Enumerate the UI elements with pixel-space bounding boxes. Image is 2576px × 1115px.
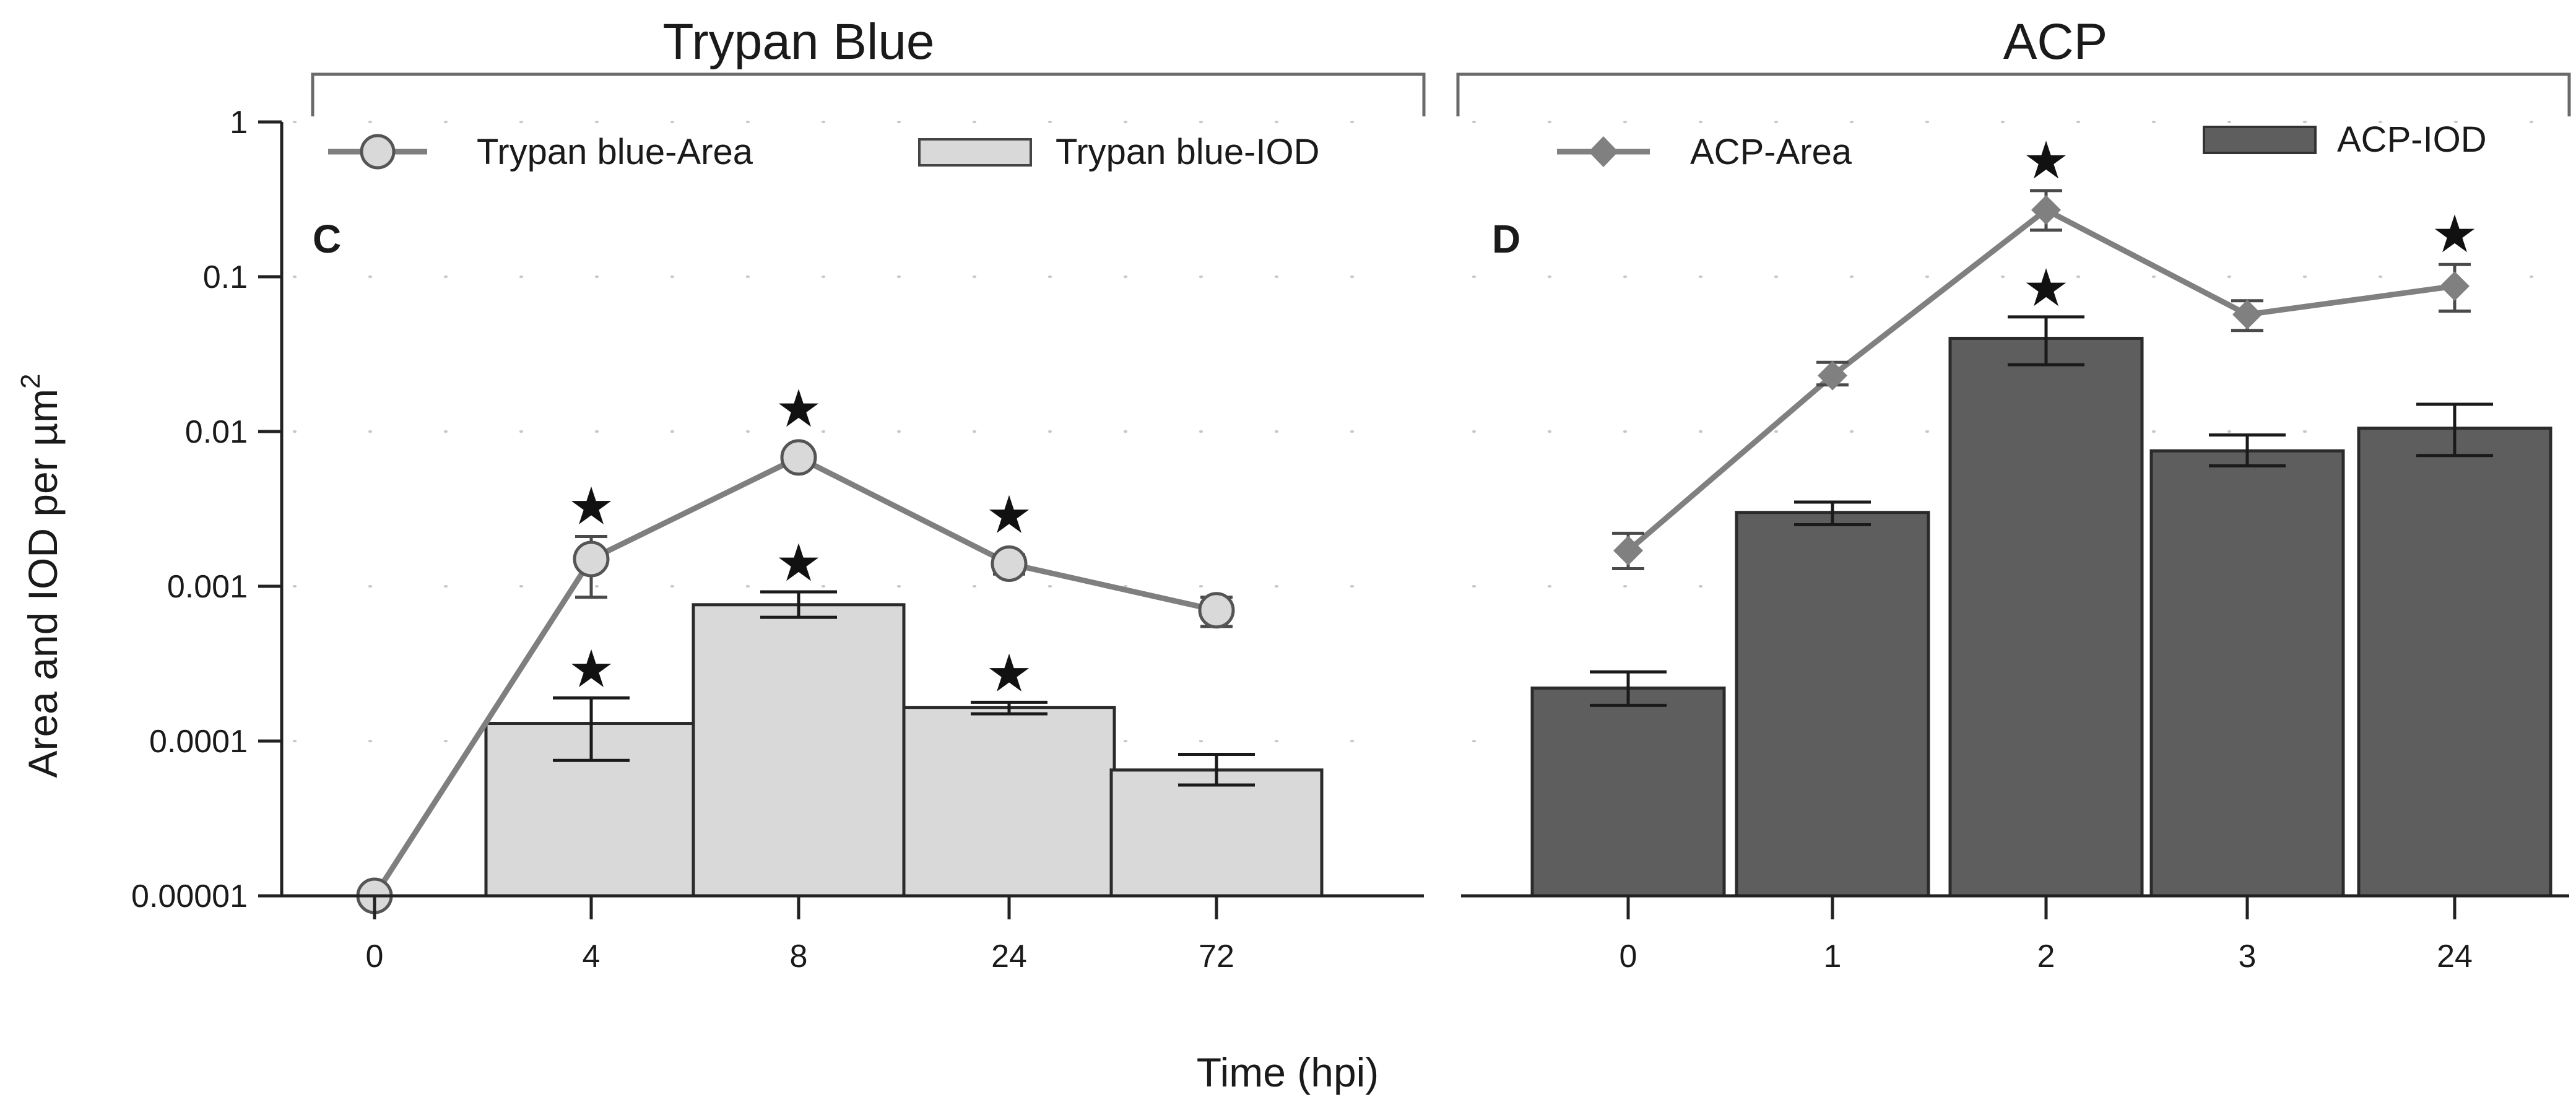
area-point [991,545,1028,582]
area-point [2232,300,2262,330]
panel-letter-d: D [1492,217,1520,261]
x-axis-title: Time (hpi) [1197,1049,1379,1095]
panel-letter-c: C [313,217,341,261]
legend-trypan-area-marker [360,134,396,170]
area-point [2031,195,2061,225]
y-tick-label: 0.0001 [149,724,248,760]
area-point [2440,271,2470,302]
significance-star: ★ [986,485,1032,544]
x-tick-label: 0 [1620,939,1637,974]
y-tick-label: 1 [230,105,248,141]
y-tick-label: 0.01 [185,414,248,450]
axis-layer: 0.00001 0.0001 0.001 0.01 0.1 1 0 4 8 24 72 0 1 2 3 24 [131,105,2569,974]
legend-trypan-iod-label: Trypan blue-IOD [1056,132,1320,172]
significance-star: ★ [2023,259,2069,317]
legend-trypan-area-label: Trypan blue-Area [477,132,753,172]
significance-star: ★ [775,380,822,438]
bar [692,603,906,898]
y-axis-title: Area and IOD per µm2 [15,373,66,778]
legend-acp: ACP-Area ACP-IOD [1557,119,2487,172]
x-tick-label: 72 [1199,939,1234,974]
x-tick-label: 4 [583,939,601,974]
area-point [573,540,610,578]
significance-star: ★ [568,477,614,535]
x-tick-label: 8 [790,939,808,974]
area-point [780,439,817,476]
area-point [1613,536,1643,566]
y-tick-label: 0.00001 [131,879,248,914]
bar [1948,336,2144,898]
section-title-trypan: Trypan Blue [662,14,934,70]
legend-trypan: Trypan blue-Area Trypan blue-IOD [328,132,1320,172]
legend-acp-area-label: ACP-Area [1690,132,1852,172]
bar [2149,449,2345,898]
legend-acp-iod-swatch [2203,126,2317,154]
legend-acp-area-marker [1589,136,1618,167]
bar [2357,427,2552,898]
section-title-acp: ACP [2003,14,2108,70]
bar [1530,686,1726,898]
x-tick-label: 24 [991,939,1027,974]
x-tick-label: 2 [2037,939,2055,974]
x-tick-label: 3 [2239,939,2257,974]
significance-star: ★ [2431,205,2478,263]
legend-acp-iod-label: ACP-IOD [2337,119,2487,160]
x-tick-label: 0 [366,939,384,974]
area-point [1818,360,1847,391]
y-tick-label: 0.001 [167,569,248,605]
significance-star: ★ [986,644,1032,702]
line-layer: ★ ★ ★ ★ ★ [356,131,2478,914]
significance-star: ★ [775,534,822,592]
x-tick-label: 1 [1824,939,1842,974]
significance-star: ★ [2023,131,2069,189]
bar-layer: ★ ★ ★ ★ [484,259,2552,898]
bar [1735,511,1930,898]
bar [1109,768,1324,898]
x-tick-label: 24 [2437,939,2473,974]
section-bracket-trypan [311,72,1426,116]
y-axis-title-superscript: 2 [15,373,46,388]
legend-trypan-iod-swatch [918,138,1032,167]
y-axis-title-text: Area and IOD per µm [20,389,66,778]
section-bracket-acp [1456,72,2571,116]
bar [902,706,1116,898]
y-tick-label: 0.1 [203,259,248,295]
significance-star: ★ [568,640,614,698]
area-point [1198,592,1235,629]
